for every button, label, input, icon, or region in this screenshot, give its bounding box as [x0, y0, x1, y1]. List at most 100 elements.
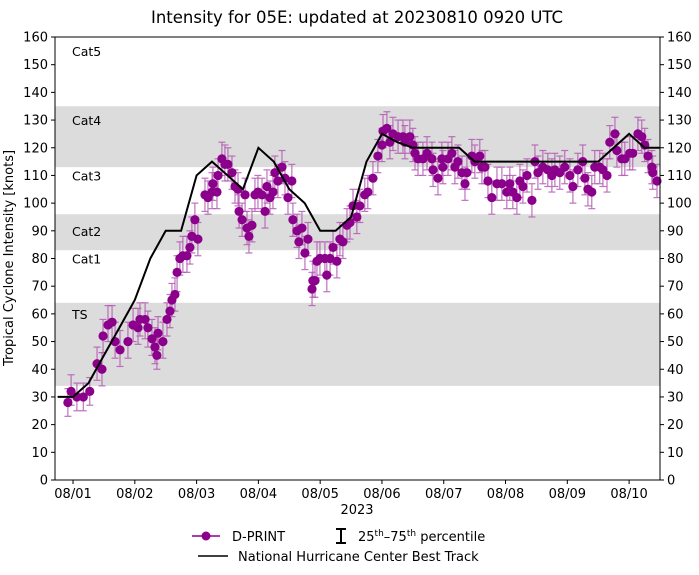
y-tick-label-right: 130	[667, 114, 692, 129]
dprint-point	[297, 223, 307, 233]
x-tick-label: 08/01	[54, 487, 91, 502]
dprint-point	[223, 159, 233, 169]
x-tick-label: 08/06	[363, 487, 400, 502]
dprint-point	[602, 170, 612, 181]
dprint-point	[257, 190, 267, 200]
dprint-point	[123, 336, 133, 347]
dprint-point	[287, 176, 297, 186]
dprint-point	[150, 342, 160, 352]
dprint-point	[487, 192, 497, 203]
dprint-point	[322, 270, 332, 280]
dprint-point	[573, 165, 583, 175]
x-tick-label: 08/10	[610, 487, 647, 502]
dprint-point	[247, 220, 257, 230]
y-tick-label-left: 100	[23, 197, 48, 212]
y-tick-label-right: 110	[667, 169, 692, 184]
y-tick-label-right: 160	[667, 31, 692, 46]
dprint-point	[277, 162, 287, 172]
dprint-point	[140, 314, 150, 325]
band-cat4	[55, 106, 660, 168]
y-tick-label-left: 30	[31, 390, 48, 405]
dprint-point	[373, 151, 383, 161]
y-tick-label-right: 100	[667, 197, 692, 212]
y-tick-label-right: 90	[667, 224, 684, 239]
y-tick-label-right: 50	[667, 335, 684, 350]
dprint-point	[522, 170, 532, 181]
category-label-cat3: Cat3	[72, 168, 101, 183]
dprint-point	[162, 314, 172, 325]
y-tick-label-right: 40	[667, 363, 684, 378]
y-tick-label-left: 80	[31, 252, 48, 267]
dprint-point	[427, 154, 437, 164]
legend-best-track-label: National Hurricane Center Best Track	[238, 550, 479, 565]
dprint-point	[273, 176, 283, 186]
dprint-point	[512, 192, 522, 203]
dprint-point	[652, 176, 662, 186]
x-tick-label: 08/02	[116, 487, 153, 502]
dprint-point	[428, 165, 438, 175]
dprint-point	[147, 334, 157, 344]
category-label-cat1: Cat1	[72, 252, 101, 267]
dprint-point	[115, 345, 125, 355]
category-bands: TS Cat1 Cat2 Cat3 Cat4 Cat5	[55, 44, 660, 386]
dprint-point	[310, 276, 320, 286]
dprint-point	[190, 215, 200, 225]
dprint-point	[240, 190, 250, 200]
dprint-point	[518, 181, 528, 192]
dprint-point	[133, 323, 143, 333]
dprint-point	[405, 132, 415, 142]
dprint-point	[260, 206, 270, 217]
dprint-point	[212, 187, 222, 197]
dprint-point	[382, 123, 392, 133]
dprint-point	[332, 256, 342, 266]
x-tick-label: 08/07	[425, 487, 462, 502]
y-tick-label-right: 10	[667, 446, 684, 461]
y-tick-label-left: 10	[31, 446, 48, 461]
dprint-point	[352, 212, 362, 222]
dprint-point	[338, 237, 348, 247]
legend-percentile-label: 25th–75th percentile	[358, 529, 485, 545]
y-tick-label-left: 140	[23, 86, 48, 101]
legend-percentile-icon	[336, 528, 346, 544]
dprint-point	[283, 192, 293, 203]
best-track-line	[57, 132, 660, 398]
dprint-point	[628, 148, 638, 158]
y-tick-label-left: 120	[23, 141, 48, 156]
dprint-point	[208, 179, 218, 189]
y-tick-label-right: 120	[667, 141, 692, 156]
y-tick-label-left: 40	[31, 363, 48, 378]
y-tick-label-left: 50	[31, 335, 48, 350]
x-tick-label: 08/05	[301, 487, 338, 502]
dprint-point	[185, 242, 195, 253]
y-tick-label-right: 140	[667, 86, 692, 101]
x-tick-label: 08/04	[240, 487, 277, 502]
dprint-point	[294, 237, 304, 247]
y-tick-label-left: 160	[23, 31, 48, 46]
dprint-point	[244, 231, 254, 241]
dprint-point	[182, 251, 192, 261]
y-tick-label-right: 20	[667, 418, 684, 433]
y-tick-label-left: 150	[23, 58, 48, 73]
dprint-point	[78, 392, 88, 402]
dprint-point	[85, 386, 95, 396]
dprint-point	[648, 168, 658, 178]
y-axis-ticks: 0 0 10 10 20 20 30 30 40 40 50 50 60 60 70 70 80 80 90 90 10…	[23, 31, 692, 489]
dprint-point	[605, 137, 615, 147]
dprint-point	[300, 248, 310, 258]
dprint-point	[587, 187, 597, 197]
y-tick-label-right: 0	[667, 474, 675, 489]
dprint-point	[475, 151, 485, 161]
y-tick-label-right: 150	[667, 58, 692, 73]
dprint-point	[307, 284, 317, 294]
chart-title: Intensity for 05E: updated at 20230810 0…	[151, 8, 563, 27]
x-axis-label: 2023	[340, 503, 373, 518]
dprint-points	[63, 123, 662, 408]
y-tick-label-right: 30	[667, 390, 684, 405]
legend-dprint-marker	[201, 531, 211, 541]
dprint-point	[303, 234, 313, 244]
dprint-point	[460, 179, 470, 189]
dprint-point	[158, 336, 168, 347]
y-axis-label: Tropical Cyclone Intensity [knots]	[2, 150, 17, 367]
dprint-point	[213, 170, 223, 181]
